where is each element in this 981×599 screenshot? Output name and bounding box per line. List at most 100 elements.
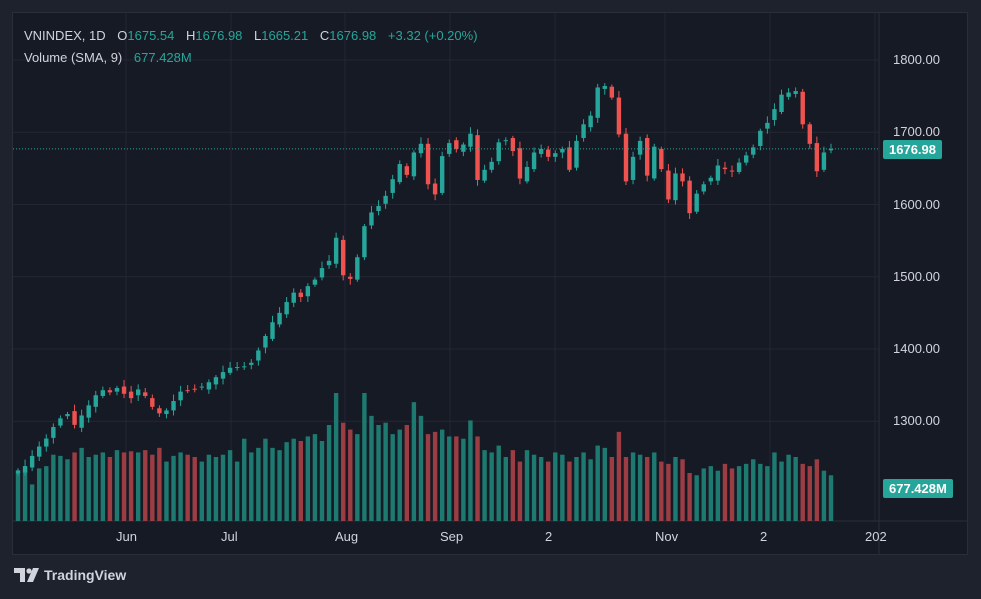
symbol-label: VNINDEX, 1D xyxy=(24,28,106,43)
volume-bar xyxy=(524,450,530,521)
volume-bar xyxy=(44,466,49,521)
candle-body xyxy=(121,386,127,394)
volume-bar xyxy=(72,452,77,521)
candle-body xyxy=(708,177,714,182)
volume-bar xyxy=(249,452,254,521)
volume-bar xyxy=(729,468,735,521)
volume-bar xyxy=(581,452,586,521)
volume-bar xyxy=(623,457,629,521)
volume-bar xyxy=(135,452,141,521)
volume-bar xyxy=(807,466,812,521)
volume-bar xyxy=(390,434,395,521)
candle-body xyxy=(185,390,190,392)
candle-body xyxy=(673,173,678,201)
volume-bar xyxy=(666,463,671,521)
volume-bar xyxy=(164,461,169,521)
close-value: 1676.98 xyxy=(329,28,377,43)
candle-body xyxy=(574,140,579,168)
volume-bar xyxy=(786,454,791,521)
candle-body xyxy=(51,427,56,438)
candlestick-chart[interactable] xyxy=(13,13,967,554)
volume-bar xyxy=(489,452,494,521)
open-label: O xyxy=(117,28,128,43)
candle-body xyxy=(715,165,721,181)
volume-bar xyxy=(447,436,452,521)
volume-bar xyxy=(751,459,756,521)
volume-bar xyxy=(213,457,219,521)
volume-bar xyxy=(79,447,84,521)
candle-body xyxy=(694,193,699,212)
volume-legend-row: Volume (SMA, 9) 677.428M xyxy=(24,47,478,69)
volume-bar xyxy=(333,393,339,521)
candle-body xyxy=(461,144,466,152)
volume-bar xyxy=(171,455,176,521)
volume-bar xyxy=(220,454,226,521)
close-label: C xyxy=(319,28,330,43)
y-tick-label: 1300.00 xyxy=(893,413,940,429)
volume-bar xyxy=(277,450,282,521)
candle-body xyxy=(687,180,692,214)
candle-body xyxy=(517,148,523,179)
volume-bar xyxy=(461,438,466,521)
candle-body xyxy=(86,405,91,418)
candle-body xyxy=(807,124,812,144)
volume-bar xyxy=(121,452,127,521)
chart-pane[interactable]: VNINDEX, 1D O1675.54 H1676.98 L1665.21 C… xyxy=(12,12,968,555)
volume-bar xyxy=(828,475,834,521)
candle-body xyxy=(44,438,49,447)
volume-bar xyxy=(185,454,190,521)
candle-body xyxy=(538,148,544,154)
candle-body xyxy=(22,466,28,473)
candle-body xyxy=(779,94,784,113)
candle-body xyxy=(319,268,325,278)
volume-bar xyxy=(652,452,657,521)
volume-bar xyxy=(114,450,120,521)
volume-bar xyxy=(772,452,777,521)
candle-body xyxy=(135,389,141,396)
volume-bar xyxy=(779,461,784,521)
candle-body xyxy=(390,179,395,193)
volume-bar xyxy=(503,457,508,521)
candle-body xyxy=(192,388,197,390)
candle-body xyxy=(58,418,63,426)
high-label: H xyxy=(186,28,196,43)
volume-legend-value: 677.428M xyxy=(133,50,192,65)
volume-bar xyxy=(630,452,636,521)
candle-body xyxy=(623,133,629,182)
ohlc-legend-row: VNINDEX, 1D O1675.54 H1676.98 L1665.21 C… xyxy=(24,25,478,47)
volume-bar xyxy=(510,450,516,521)
volume-bar xyxy=(128,451,134,521)
volume-bar xyxy=(588,459,593,521)
candle-body xyxy=(291,292,296,303)
candle-body xyxy=(37,446,42,457)
candle-body xyxy=(432,183,438,195)
volume-bar xyxy=(312,434,318,521)
volume-bar xyxy=(432,431,438,521)
candle-body xyxy=(447,143,452,154)
candle-body xyxy=(503,140,508,142)
candle-body xyxy=(270,322,275,339)
candle-body xyxy=(581,124,586,139)
volume-bar xyxy=(270,447,275,521)
y-tick-label: 1400.00 xyxy=(893,341,940,356)
candle-body xyxy=(249,362,254,365)
tradingview-logo[interactable]: TradingView xyxy=(14,567,126,583)
candle-body xyxy=(637,140,643,155)
volume-bar xyxy=(517,461,523,521)
candle-body xyxy=(666,170,671,200)
volume-bar xyxy=(284,442,289,521)
volume-bar xyxy=(305,436,311,521)
candle-body xyxy=(150,398,155,407)
candle-body xyxy=(404,166,410,175)
volume-bar xyxy=(715,470,721,521)
candle-body xyxy=(383,195,388,204)
candle-body xyxy=(475,135,480,180)
volume-bar xyxy=(468,420,473,521)
candle-body xyxy=(100,390,106,396)
candle-body xyxy=(242,366,247,368)
candle-body xyxy=(729,170,735,172)
candle-body xyxy=(305,286,311,297)
candle-body xyxy=(567,147,572,170)
candle-body xyxy=(93,395,98,407)
candle-body xyxy=(793,91,798,94)
